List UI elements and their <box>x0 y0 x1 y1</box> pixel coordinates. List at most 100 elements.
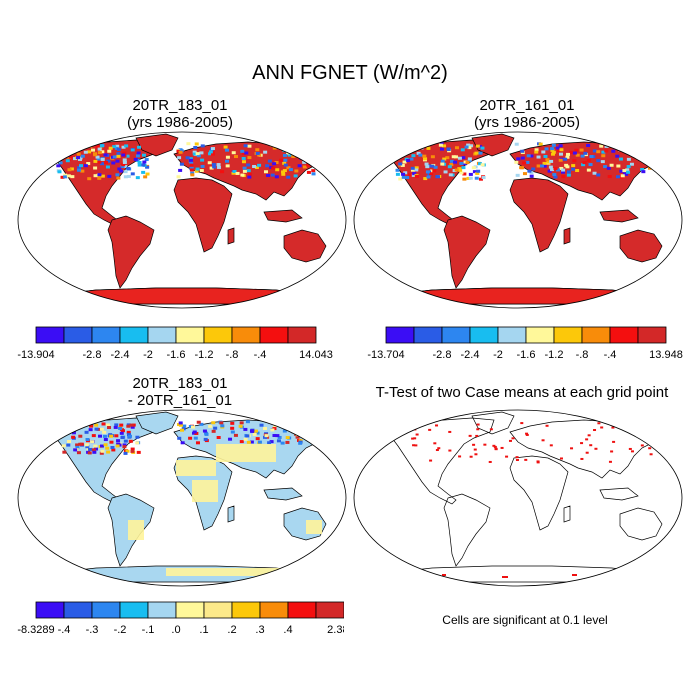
colorbar-label: -.3 <box>86 624 99 636</box>
continent-australia <box>619 229 663 263</box>
continent-madagascar <box>227 227 235 245</box>
colorbar-box <box>63 601 93 619</box>
colorbar-label: .4 <box>283 624 292 636</box>
continent-africa <box>173 177 233 253</box>
colorbar-label: -13.904 <box>17 349 54 361</box>
colorbar-case2: -13.704 -2.8 -2.4 -2 -1.6 -1.2 -.8 -.4 13.948 <box>367 326 683 361</box>
continent-greenland <box>471 411 515 435</box>
panel4-title-line1: T-Test of two Case means at each grid po… <box>375 384 669 401</box>
continent-south-america <box>443 215 491 289</box>
colorbar-box <box>287 326 317 344</box>
colorbar-box <box>175 601 205 619</box>
continent-indonesia <box>599 487 639 501</box>
continent-madagascar <box>563 505 571 523</box>
map-border <box>17 131 347 309</box>
colorbar-box <box>441 326 471 344</box>
colorbar-box <box>553 326 583 344</box>
colorbar-box <box>413 326 443 344</box>
continent-south-america <box>443 493 491 567</box>
colorbar-box <box>259 326 289 344</box>
map-panel-difference <box>17 409 347 587</box>
colorbar-label: -1.6 <box>517 349 536 361</box>
colorbar-label: 2.3818 <box>327 624 344 636</box>
positive-difference-areas <box>128 444 322 576</box>
colorbar-box <box>119 601 149 619</box>
panel1-title: 20TR_183_01 (yrs 1986-2005) <box>45 97 315 131</box>
colorbar-label: .2 <box>227 624 236 636</box>
colorbar-box <box>35 326 65 344</box>
high-latitude-mosaic <box>407 422 653 578</box>
colorbar-label: .3 <box>255 624 264 636</box>
figure-title: ANN FGNET (W/m^2) <box>252 62 448 84</box>
colorbar-box <box>231 326 261 344</box>
continent-madagascar <box>563 227 571 245</box>
colorbar-box <box>385 326 415 344</box>
colorbar-box <box>231 601 261 619</box>
colorbar-label: -2 <box>143 349 153 361</box>
continent-africa <box>509 177 569 253</box>
colorbar-box <box>91 601 121 619</box>
colorbar-label: 13.948 <box>649 349 683 361</box>
continent-greenland <box>471 133 515 157</box>
map-panel-case2 <box>353 131 683 309</box>
colorbar-box <box>497 326 527 344</box>
continent-greenland <box>135 411 179 435</box>
colorbar-label: -.8 <box>576 349 589 361</box>
panel4-title: T-Test of two Case means at each grid po… <box>352 384 692 401</box>
panel3-title: 20TR_183_01 - 20TR_161_01 <box>45 375 315 409</box>
colorbar-label: -2.8 <box>83 349 102 361</box>
continent-australia <box>619 507 663 541</box>
panel3-title-line1: 20TR_183_01 <box>132 375 228 392</box>
continent-madagascar <box>227 505 235 523</box>
colorbar-label: -2.4 <box>111 349 130 361</box>
continent-south-america <box>107 215 155 289</box>
colorbar-label: -2.4 <box>461 349 480 361</box>
colorbar-label: -1.2 <box>195 349 214 361</box>
colorbar-box <box>287 601 317 619</box>
panel1-title-line2: (yrs 1986-2005) <box>127 114 233 131</box>
map-panel-case1 <box>17 131 347 309</box>
colorbar-label: -.4 <box>604 349 617 361</box>
continent-greenland <box>135 133 179 157</box>
colorbar-box <box>63 326 93 344</box>
colorbar-box <box>119 326 149 344</box>
colorbar-box <box>525 326 555 344</box>
colorbar-box <box>315 601 344 619</box>
colorbar-label: -.2 <box>114 624 127 636</box>
colorbar-box <box>175 326 205 344</box>
continent-australia <box>283 229 327 263</box>
continent-africa <box>509 455 569 531</box>
colorbar-box <box>203 601 233 619</box>
map-border <box>353 131 683 309</box>
continent-antarctica <box>379 565 659 583</box>
colorbar-label: -8.3289 <box>17 624 54 636</box>
panel1-title-line1: 20TR_183_01 <box>132 97 228 114</box>
continent-indonesia <box>263 209 303 223</box>
colorbar-box <box>203 326 233 344</box>
continent-north-america <box>389 417 495 505</box>
panel3-title-line2: - 20TR_161_01 <box>127 392 233 409</box>
panel2-title: 20TR_161_01 (yrs 1986-2005) <box>392 97 662 131</box>
colorbar-box <box>147 601 177 619</box>
colorbar-label: -.4 <box>254 349 267 361</box>
colorbar-label: -.4 <box>58 624 71 636</box>
colorbar-label: -.1 <box>142 624 155 636</box>
colorbar-label: .1 <box>199 624 208 636</box>
colorbar-label: -1.2 <box>545 349 564 361</box>
map-panel-ttest <box>353 409 683 587</box>
colorbar-box <box>637 326 667 344</box>
colorbar-label: .0 <box>171 624 180 636</box>
colorbar-label: -2 <box>493 349 503 361</box>
colorbar-box <box>259 601 289 619</box>
colorbar-label: 14.043 <box>299 349 333 361</box>
continent-indonesia <box>599 209 639 223</box>
map-border <box>353 409 683 587</box>
map-border <box>17 409 347 587</box>
colorbar-difference: -8.3289 -.4 -.3 -.2 -.1 .0 .1 .2 .3 .4 2.3818 <box>17 601 344 636</box>
colorbar-box <box>35 601 65 619</box>
colorbar-label: -.8 <box>226 349 239 361</box>
colorbar-box <box>469 326 499 344</box>
colorbar-label: -1.6 <box>167 349 186 361</box>
colorbar-box <box>609 326 639 344</box>
panel2-title-line1: 20TR_161_01 <box>479 97 575 114</box>
